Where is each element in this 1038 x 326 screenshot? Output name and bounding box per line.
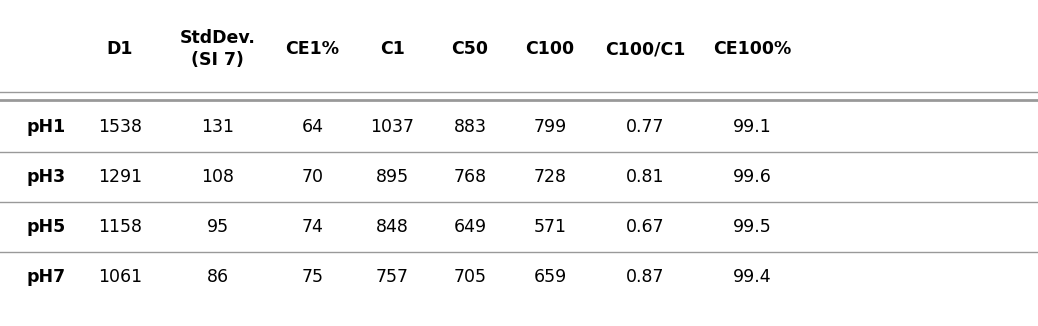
Text: 70: 70 xyxy=(301,169,324,186)
Text: 99.4: 99.4 xyxy=(733,269,772,287)
Text: 0.87: 0.87 xyxy=(626,269,664,287)
Text: 1037: 1037 xyxy=(371,118,414,137)
Text: 848: 848 xyxy=(376,218,409,236)
Text: pH5: pH5 xyxy=(27,218,66,236)
Text: 799: 799 xyxy=(534,118,567,137)
Text: 705: 705 xyxy=(454,269,487,287)
Text: 99.1: 99.1 xyxy=(733,118,772,137)
Text: 64: 64 xyxy=(301,118,324,137)
Text: 1158: 1158 xyxy=(98,218,142,236)
Text: C1: C1 xyxy=(380,40,405,58)
Text: 728: 728 xyxy=(534,169,567,186)
Text: C100: C100 xyxy=(525,40,575,58)
Text: StdDev.
(SI 7): StdDev. (SI 7) xyxy=(180,29,255,69)
Text: pH1: pH1 xyxy=(27,118,66,137)
Text: 95: 95 xyxy=(207,218,228,236)
Text: 131: 131 xyxy=(201,118,234,137)
Text: CE1%: CE1% xyxy=(285,40,339,58)
Text: 1538: 1538 xyxy=(98,118,142,137)
Text: C100/C1: C100/C1 xyxy=(605,40,685,58)
Text: pH3: pH3 xyxy=(27,169,66,186)
Text: 649: 649 xyxy=(454,218,487,236)
Text: 108: 108 xyxy=(201,169,234,186)
Text: 1061: 1061 xyxy=(98,269,142,287)
Text: 99.6: 99.6 xyxy=(733,169,772,186)
Text: 757: 757 xyxy=(376,269,409,287)
Text: pH7: pH7 xyxy=(27,269,66,287)
Text: 883: 883 xyxy=(454,118,487,137)
Text: 571: 571 xyxy=(534,218,567,236)
Text: C50: C50 xyxy=(452,40,489,58)
Text: 1291: 1291 xyxy=(98,169,142,186)
Text: 75: 75 xyxy=(301,269,324,287)
Text: CE100%: CE100% xyxy=(713,40,792,58)
Text: 0.81: 0.81 xyxy=(626,169,664,186)
Text: 0.67: 0.67 xyxy=(626,218,664,236)
Text: 895: 895 xyxy=(376,169,409,186)
Text: 74: 74 xyxy=(302,218,324,236)
Text: 659: 659 xyxy=(534,269,567,287)
Text: 768: 768 xyxy=(454,169,487,186)
Text: 86: 86 xyxy=(207,269,228,287)
Text: 99.5: 99.5 xyxy=(733,218,772,236)
Text: 0.77: 0.77 xyxy=(626,118,664,137)
Text: D1: D1 xyxy=(107,40,133,58)
